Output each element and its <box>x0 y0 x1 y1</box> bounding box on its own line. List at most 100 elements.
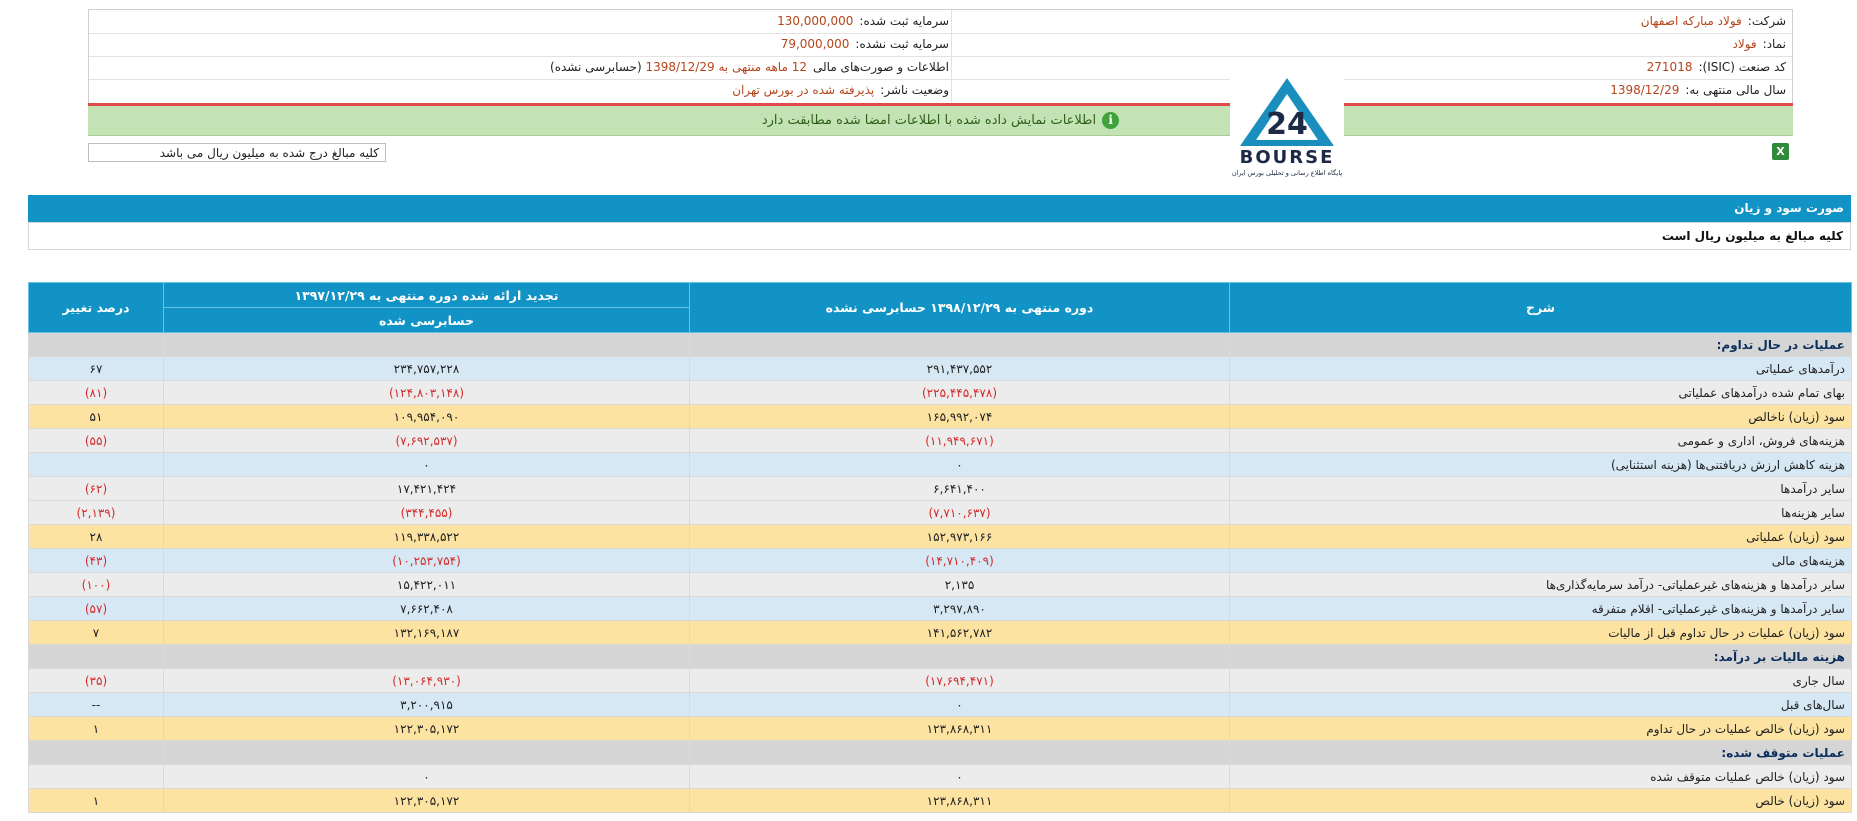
bourse-logo: 24 BOURSE پایگاه اطلاع رسانی و تحلیلی بو… <box>1230 72 1344 180</box>
section-row: عملیات در حال تداوم: <box>28 332 1852 357</box>
header-previous-status: حسابرسی شده <box>163 307 690 333</box>
logo-tagline: پایگاه اطلاع رسانی و تحلیلی بورس ایران <box>1231 169 1343 177</box>
table-row: سایر هزینه‌ها (۷,۷۱۰,۶۳۷) (۳۴۴,۴۵۵) (۲,۱۳۹) <box>28 500 1852 525</box>
row-change: (۴۳) <box>28 548 164 573</box>
row-change <box>28 740 164 765</box>
table-row: بهای تمام شده درآمدهای عملیاتی (۲۲۵,۴۴۵,۴… <box>28 380 1852 405</box>
info-row-symbol: نماد: فولاد سرمایه ثبت نشده: 79,000,000 <box>89 33 1792 57</box>
row-current: ۲,۱۳۵ <box>689 572 1230 597</box>
publisher-status-value: پذیرفته شده در بورس تهران <box>732 83 875 97</box>
row-previous: (۷,۶۹۲,۵۳۷) <box>163 428 690 453</box>
section-row: عملیات متوقف شده: <box>28 740 1852 765</box>
isic-cell: کد صنعت (ISIC): 271018 <box>951 56 1792 79</box>
row-change <box>28 452 164 477</box>
row-current: (۷,۷۱۰,۶۳۷) <box>689 500 1230 525</box>
row-change: ۵۱ <box>28 404 164 429</box>
isic-label: کد صنعت (ISIC): <box>1698 60 1786 74</box>
row-desc: عملیات در حال تداوم: <box>1229 332 1852 357</box>
fiscal-year-label: سال مالی منتهی به: <box>1685 83 1786 97</box>
income-statement-table: شرح دوره منتهی به ۱۳۹۸/۱۲/۲۹ حسابرسی نشد… <box>28 282 1852 813</box>
amounts-note: کلیه مبالغ درج شده به میلیون ریال می باش… <box>88 143 386 162</box>
info-icon: i <box>1102 112 1120 129</box>
row-current: ۰ <box>689 692 1230 717</box>
table-row: سود (زیان) خالص عملیات متوقف شده ۰ ۰ <box>28 764 1852 789</box>
row-desc: سایر درآمدها و هزینه‌های غیرعملیاتی- درآ… <box>1229 572 1852 597</box>
row-current: ۰ <box>689 764 1230 789</box>
table-row: سایر درآمدها و هزینه‌های غیرعملیاتی- اقل… <box>28 596 1852 621</box>
row-desc: هزینه‌های مالی <box>1229 548 1852 573</box>
unregistered-capital-value: 79,000,000 <box>780 37 850 51</box>
registered-capital-value: 130,000,000 <box>777 14 854 28</box>
table-row: هزینه‌های فروش، اداری و عمومی (۱۱,۹۴۹,۶۷۱… <box>28 428 1852 453</box>
row-desc: سود (زیان) عملیات در حال تداوم قبل از ما… <box>1229 620 1852 645</box>
table-row: سال‌های قبل ۰ ۳,۲۰۰,۹۱۵ -- <box>28 692 1852 717</box>
row-change: (۳۵) <box>28 668 164 693</box>
row-current: ۱۲۳,۸۶۸,۳۱۱ <box>689 788 1230 813</box>
excel-icon[interactable]: X <box>1772 143 1789 160</box>
row-change <box>28 332 164 357</box>
company-value[interactable]: فولاد مبارکه اصفهان <box>1640 14 1742 28</box>
header-current: دوره منتهی به ۱۳۹۸/۱۲/۲۹ حسابرسی نشده <box>689 282 1230 333</box>
income-statement-table-wrap: شرح دوره منتهی به ۱۳۹۸/۱۲/۲۹ حسابرسی نشد… <box>28 282 1852 813</box>
row-change <box>28 764 164 789</box>
row-previous: ۱۱۹,۳۳۸,۵۲۲ <box>163 524 690 549</box>
row-previous: ۱۰۹,۹۵۴,۰۹۰ <box>163 404 690 429</box>
info-row-fiscal: سال مالی منتهی به: 1398/12/29 وضعیت ناشر:… <box>89 79 1792 102</box>
table-row: سود (زیان) خالص ۱۲۳,۸۶۸,۳۱۱ ۱۲۲,۳۰۵,۱۷۲ ۱ <box>28 788 1852 813</box>
row-current: ۱۵۲,۹۷۳,۱۶۶ <box>689 524 1230 549</box>
row-change <box>28 644 164 669</box>
table-body: عملیات در حال تداوم: درآمدهای عملیاتی ۲۹۱,… <box>28 332 1852 813</box>
company-label: شرکت: <box>1747 14 1786 28</box>
row-change: ۷ <box>28 620 164 645</box>
row-previous: ۱۷,۴۲۱,۴۲۴ <box>163 476 690 501</box>
row-current: (۱۱,۹۴۹,۶۷۱) <box>689 428 1230 453</box>
header-previous: تجدید ارائه شده دوره منتهی به ۱۳۹۷/۱۲/۲۹ <box>163 282 690 308</box>
financial-info-label: اطلاعات و صورت‌های مالی <box>813 60 949 74</box>
row-change: ۲۸ <box>28 524 164 549</box>
row-desc: سود (زیان) عملیاتی <box>1229 524 1852 549</box>
row-change: ۱ <box>28 788 164 813</box>
row-current: ۶,۶۴۱,۴۰۰ <box>689 476 1230 501</box>
registered-capital-cell: سرمایه ثبت شده: 130,000,000 <box>89 10 955 33</box>
row-desc: سود (زیان) ناخالص <box>1229 404 1852 429</box>
panel-title: صورت سود و زیان <box>28 195 1851 222</box>
verification-notice: i اطلاعات نمایش داده شده با اطلاعات امضا … <box>88 106 1793 136</box>
row-previous: ۱۳۲,۱۶۹,۱۸۷ <box>163 620 690 645</box>
table-row: سود (زیان) عملیاتی ۱۵۲,۹۷۳,۱۶۶ ۱۱۹,۳۳۸,۵۲۲… <box>28 524 1852 549</box>
row-desc: سال‌های قبل <box>1229 692 1852 717</box>
row-current <box>689 332 1230 357</box>
row-current: ۱۲۳,۸۶۸,۳۱۱ <box>689 716 1230 741</box>
row-previous: ۰ <box>163 764 690 789</box>
row-change: -- <box>28 692 164 717</box>
section-row: هزینه مالیات بر درآمد: <box>28 644 1852 669</box>
row-desc: سایر هزینه‌ها <box>1229 500 1852 525</box>
table-row: سایر درآمدها ۶,۶۴۱,۴۰۰ ۱۷,۴۲۱,۴۲۴ (۶۲) <box>28 476 1852 501</box>
row-change: (۵۷) <box>28 596 164 621</box>
row-previous: ۱۲۲,۳۰۵,۱۷۲ <box>163 788 690 813</box>
isic-value: 271018 <box>1646 60 1693 74</box>
row-desc: سود (زیان) خالص <box>1229 788 1852 813</box>
table-row: سال جاری (۱۷,۶۹۴,۴۷۱) (۱۳,۰۶۴,۹۳۰) (۳۵) <box>28 668 1852 693</box>
fiscal-year-value: 1398/12/29 <box>1610 83 1680 97</box>
symbol-label: نماد: <box>1762 37 1786 51</box>
red-divider <box>88 103 1793 106</box>
row-current: (۱۷,۶۹۴,۴۷۱) <box>689 668 1230 693</box>
row-current: ۱۴۱,۵۶۲,۷۸۲ <box>689 620 1230 645</box>
row-current <box>689 644 1230 669</box>
row-change: (۸۱) <box>28 380 164 405</box>
table-row: سود (زیان) خالص عملیات در حال تداوم ۱۲۳,۸… <box>28 716 1852 741</box>
verification-notice-text: اطلاعات نمایش داده شده با اطلاعات امضا ش… <box>761 113 1097 128</box>
row-previous: (۳۴۴,۴۵۵) <box>163 500 690 525</box>
publisher-status-cell: وضعیت ناشر: پذیرفته شده در بورس تهران <box>89 79 955 102</box>
row-current: ۱۶۵,۹۹۲,۰۷۴ <box>689 404 1230 429</box>
symbol-value[interactable]: فولاد <box>1732 37 1757 51</box>
logo-brand: BOURSE <box>1239 147 1335 168</box>
row-previous <box>163 740 690 765</box>
row-current <box>689 740 1230 765</box>
row-desc: هزینه کاهش ارزش دریافتنی‌ها (هزینه استثن… <box>1229 452 1852 477</box>
row-change: (۲,۱۳۹) <box>28 500 164 525</box>
financial-info-value: 12 ماهه منتهی به 1398/12/29 <box>645 60 807 74</box>
table-row: هزینه کاهش ارزش دریافتنی‌ها (هزینه استثن… <box>28 452 1852 477</box>
row-desc: عملیات متوقف شده: <box>1229 740 1852 765</box>
row-previous: (۱۲۴,۸۰۳,۱۴۸) <box>163 380 690 405</box>
